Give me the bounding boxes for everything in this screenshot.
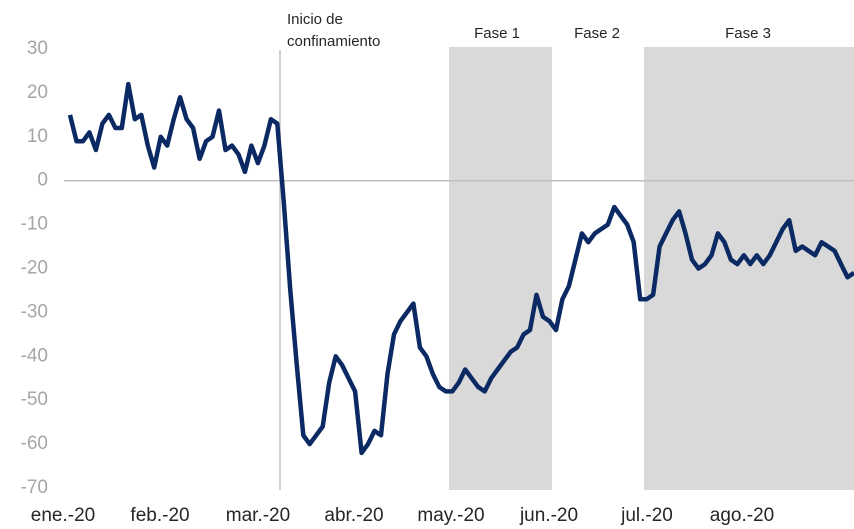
y-tick-label: 20 [27, 82, 48, 103]
y-tick-label: 10 [27, 126, 48, 147]
y-tick-label: -20 [21, 258, 48, 279]
y-tick-label: -30 [21, 301, 48, 322]
y-tick-label: -60 [21, 433, 48, 454]
data-line [67, 81, 854, 456]
x-tick-label: feb.-20 [130, 505, 189, 526]
x-tick-label: jul.-20 [620, 505, 673, 526]
phase-label: Fase 1 [474, 25, 520, 42]
y-tick-label: -50 [21, 389, 48, 410]
y-tick-label: 30 [27, 38, 48, 59]
x-tick-label: abr.-20 [324, 505, 383, 526]
x-tick-label: ene.-20 [31, 505, 95, 526]
phase-label: Fase 2 [574, 25, 620, 42]
annotation: Inicio de [287, 11, 343, 28]
y-tick-label: -10 [21, 214, 48, 235]
y-tick-label: 0 [37, 170, 48, 191]
phase-label: Fase 3 [725, 25, 771, 42]
x-tick-label: mar.-20 [226, 505, 290, 526]
phase-shade [449, 47, 552, 490]
phase-shade [644, 47, 854, 490]
x-tick-label: ago.-20 [710, 505, 774, 526]
annotation: confinamiento [287, 33, 380, 50]
y-tick-label: -70 [21, 477, 48, 498]
x-tick-label: may.-20 [417, 505, 484, 526]
y-tick-label: -40 [21, 345, 48, 366]
x-tick-label: jun.-20 [519, 505, 578, 526]
